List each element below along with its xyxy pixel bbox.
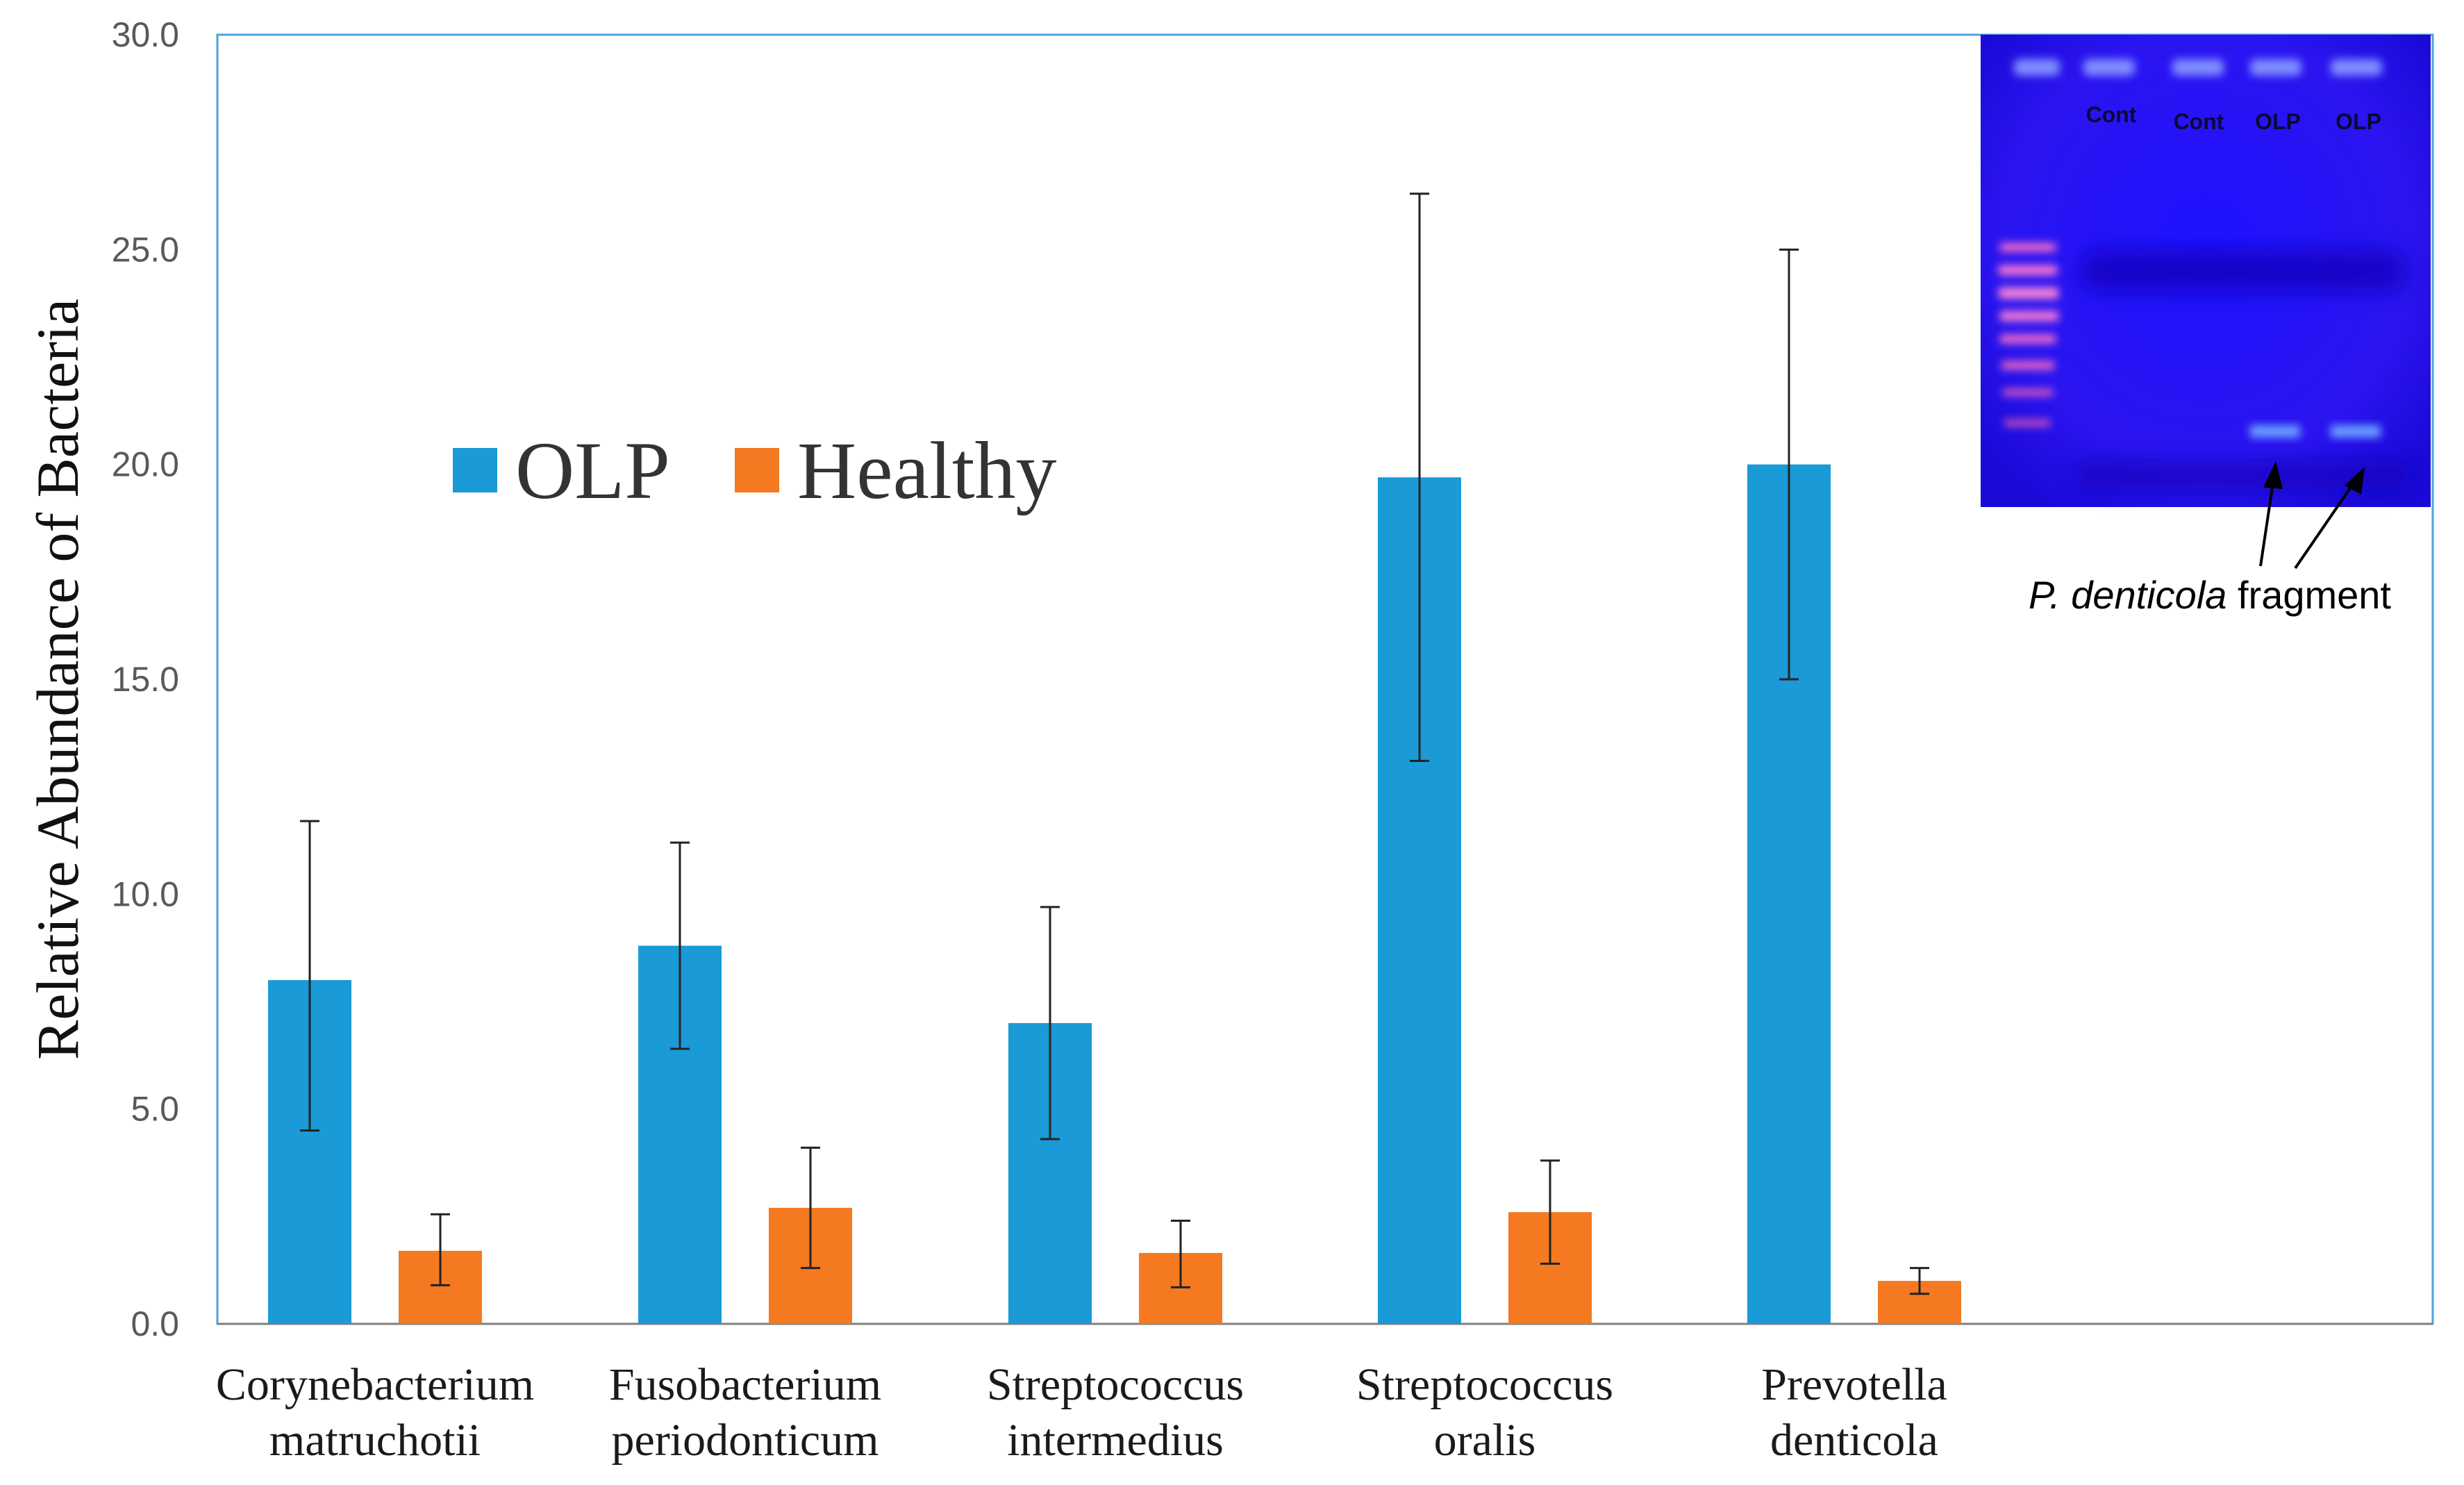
arrow-icon: [2259, 461, 2283, 567]
ladder-band: [2000, 243, 2056, 251]
lane-label-2: Cont: [2174, 109, 2224, 134]
olp-band-2: [2331, 425, 2381, 438]
olp-band-1: [2250, 425, 2300, 438]
ladder-band: [2004, 420, 2050, 426]
x-category-label: Streptococcus: [987, 1359, 1244, 1410]
gel-well-3: [2172, 59, 2224, 76]
x-category-label: matruchotii: [269, 1415, 481, 1466]
error-bar-olp: [1779, 248, 1799, 681]
legend-swatch-healthy: [735, 448, 779, 492]
y-axis-label: Relative Abundance of Bacteria: [24, 299, 91, 1060]
fragment-annotation: P. denticola fragment: [2029, 573, 2391, 617]
lane-label-1: Cont: [2086, 102, 2137, 127]
arrow-icon: [2294, 467, 2365, 570]
y-tick-label: 30.0: [112, 15, 179, 54]
error-bars: [300, 192, 1929, 1295]
x-category-label: periodonticum: [612, 1415, 879, 1466]
gel-well-4: [2250, 59, 2301, 76]
y-tick-label: 15.0: [112, 660, 179, 699]
y-tick-label: 5.0: [131, 1090, 179, 1129]
error-bar-healthy: [1540, 1159, 1560, 1265]
x-category-label: Streptococcus: [1356, 1359, 1613, 1410]
error-bar-healthy: [801, 1146, 820, 1270]
x-category-label: intermedius: [1007, 1415, 1224, 1466]
gel-well-1: [2014, 59, 2060, 76]
bars: [268, 464, 1961, 1324]
ladder-band: [1999, 265, 2057, 275]
legend-label-healthy: Healthy: [797, 425, 1057, 516]
legend: OLP Healthy: [453, 425, 1057, 516]
gel-well-2: [2083, 59, 2135, 76]
gel-smear: [2080, 250, 2406, 292]
error-bar-healthy: [1171, 1220, 1190, 1288]
x-category-label: Fusobacterium: [609, 1359, 881, 1410]
error-bar-olp: [670, 841, 690, 1050]
error-bar-olp: [1040, 906, 1060, 1140]
ladder-band: [2001, 361, 2054, 370]
error-bar-olp: [1410, 192, 1429, 763]
ladder-band: [2000, 311, 2058, 321]
legend-swatch-olp: [453, 448, 497, 492]
x-category-label: Corynebacterium: [216, 1359, 534, 1410]
ladder-band: [1999, 288, 2058, 299]
gel-smear: [2076, 462, 2410, 490]
y-tick-label: 25.0: [112, 230, 179, 269]
y-tick-label: 20.0: [112, 445, 179, 484]
error-bar-healthy: [1910, 1267, 1929, 1295]
lane-label-3: OLP: [2255, 109, 2301, 134]
x-category-label: oralis: [1434, 1415, 1536, 1466]
y-tick-label: 0.0: [131, 1304, 179, 1343]
lane-label-4: OLP: [2336, 109, 2381, 134]
ladder-band: [2000, 335, 2056, 343]
x-category-label: denticola: [1770, 1415, 1938, 1466]
y-axis-ticks: 0.0 5.0 10.0 15.0 20.0 25.0 30.0: [112, 15, 179, 1343]
error-bar-healthy: [431, 1213, 450, 1286]
ladder-band: [2003, 389, 2053, 396]
legend-label-olp: OLP: [515, 425, 670, 516]
y-tick-label: 10.0: [112, 874, 179, 913]
error-bar-olp: [300, 820, 319, 1132]
gel-well-5: [2331, 59, 2382, 76]
x-category-label: Prevotella: [1761, 1359, 1947, 1410]
gel-inset: Cont Cont OLP OLP P. denticola fragment: [1981, 35, 2431, 617]
